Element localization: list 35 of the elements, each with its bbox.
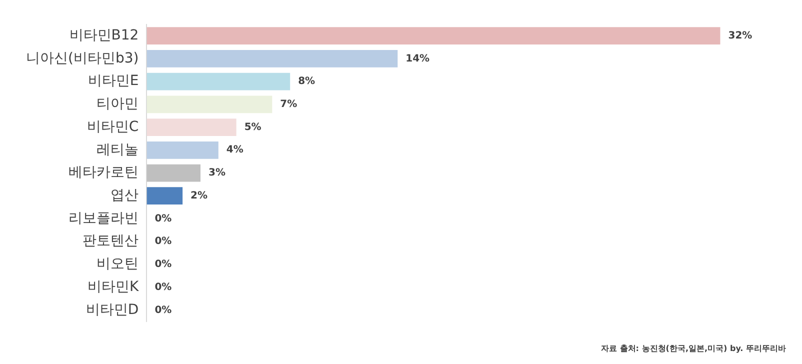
y-tick-label: 비타민K <box>88 278 140 295</box>
data-label: 2% <box>190 190 208 202</box>
data-label: 8% <box>298 76 316 88</box>
data-label: 0% <box>154 236 172 248</box>
bar <box>146 50 398 68</box>
bar <box>146 141 218 159</box>
y-tick-label: 비오틴 <box>96 256 139 272</box>
y-tick-label: 엽산 <box>110 188 139 204</box>
data-label: 14% <box>406 53 430 64</box>
data-label: 7% <box>280 99 298 110</box>
data-label: 4% <box>226 144 244 156</box>
text: 자료 출처: 농진청(한국,일본,미국) by. 뚜리뚜리바 <box>601 343 786 354</box>
bar <box>146 118 236 136</box>
y-tick-label: 니아신(비타민b3) <box>26 50 139 66</box>
data-label: 5% <box>244 122 262 133</box>
bar <box>146 72 290 90</box>
y-tick-label: 레티놀 <box>96 142 139 158</box>
y-tick-label: 비타민C <box>86 118 139 135</box>
y-tick-label: 베타카로틴 <box>68 164 139 181</box>
data-label: 0% <box>154 259 172 270</box>
data-label: 3% <box>208 168 226 179</box>
bar <box>146 164 200 182</box>
y-tick-label: 티아민 <box>96 96 139 112</box>
bar <box>146 96 272 114</box>
bar <box>146 27 720 45</box>
y-tick-label: 리보플라빈 <box>68 210 139 226</box>
y-tick-label: 비타민D <box>86 302 139 318</box>
y-tick-label: 비타민B12 <box>69 27 139 44</box>
y-tick-label: 비타민E <box>88 73 139 90</box>
data-label: 0% <box>154 282 172 293</box>
data-label: 0% <box>154 213 172 224</box>
data-label: 0% <box>154 304 172 316</box>
data-label: 32% <box>728 30 752 42</box>
bar <box>146 187 183 205</box>
y-tick-label: 판토텐산 <box>82 233 139 250</box>
